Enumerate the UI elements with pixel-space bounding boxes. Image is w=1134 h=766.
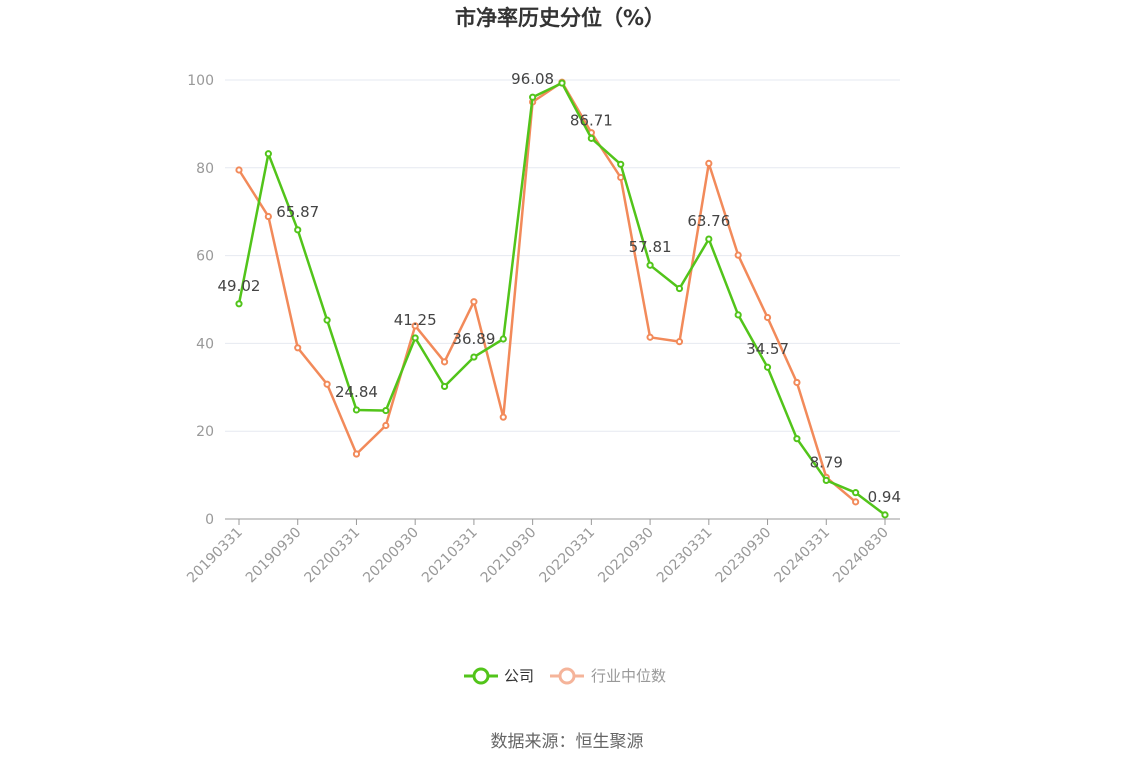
y-tick-label: 0 bbox=[205, 512, 214, 528]
legend-industry-label: 行业中位数 bbox=[591, 667, 666, 685]
data-source: 数据来源：恒生聚源 bbox=[491, 732, 644, 752]
y-tick-label: 40 bbox=[196, 336, 214, 352]
series-line-1 bbox=[237, 80, 857, 503]
data-label: 57.81 bbox=[629, 238, 672, 256]
x-tick-label: 20230930 bbox=[713, 525, 775, 587]
legend-item-company[interactable]: 公司 bbox=[464, 667, 534, 685]
data-point[interactable] bbox=[382, 421, 390, 430]
data-point[interactable] bbox=[881, 511, 889, 519]
data-point[interactable] bbox=[734, 251, 742, 259]
data-label: 96.08 bbox=[511, 70, 554, 88]
x-tick-label: 20200331 bbox=[302, 525, 364, 587]
x-tick-label: 20240331 bbox=[771, 525, 833, 587]
data-point[interactable] bbox=[294, 226, 302, 234]
chart-title: 市净率历史分位（%） bbox=[455, 6, 665, 30]
data-point[interactable] bbox=[852, 489, 860, 497]
data-point[interactable] bbox=[470, 298, 478, 306]
data-label: 34.57 bbox=[746, 340, 789, 358]
data-label: 41.25 bbox=[394, 311, 437, 329]
y-tick-label: 20 bbox=[196, 424, 214, 440]
data-point[interactable] bbox=[617, 160, 625, 168]
data-point[interactable] bbox=[558, 79, 566, 87]
x-tick-label: 20220331 bbox=[536, 525, 598, 587]
data-point[interactable] bbox=[734, 311, 742, 319]
data-point[interactable] bbox=[499, 335, 507, 343]
x-tick-label: 20220930 bbox=[595, 525, 657, 587]
x-axis: 2019033120190930202003312020093020210331… bbox=[184, 518, 900, 587]
data-label: 49.02 bbox=[218, 277, 261, 295]
x-tick-label: 20190331 bbox=[184, 525, 246, 587]
data-point[interactable] bbox=[822, 476, 830, 485]
data-point[interactable] bbox=[264, 212, 272, 221]
data-point[interactable] bbox=[440, 382, 449, 391]
data-labels: 49.02 65.87 24.84 41.25 36.89 96.08 86.71 57.81… bbox=[218, 70, 901, 506]
data-point[interactable] bbox=[411, 322, 419, 330]
data-point[interactable] bbox=[470, 353, 478, 361]
data-point[interactable] bbox=[852, 498, 860, 506]
data-label: 36.89 bbox=[452, 330, 495, 348]
data-point[interactable] bbox=[382, 406, 390, 415]
series-line-0 bbox=[237, 81, 886, 516]
data-label: 24.84 bbox=[335, 383, 378, 401]
data-point[interactable] bbox=[646, 333, 654, 341]
data-point[interactable] bbox=[294, 344, 302, 352]
x-tick-label: 20190930 bbox=[243, 525, 305, 587]
y-tick-label: 80 bbox=[196, 161, 214, 177]
data-point[interactable] bbox=[705, 235, 713, 243]
data-point[interactable] bbox=[352, 406, 361, 414]
data-point[interactable] bbox=[235, 166, 243, 174]
data-point[interactable] bbox=[763, 363, 772, 371]
data-label: 8.79 bbox=[810, 453, 843, 471]
x-tick-label: 20210930 bbox=[478, 525, 540, 587]
data-label: 63.76 bbox=[687, 212, 730, 230]
x-tick-label: 20200930 bbox=[360, 525, 422, 587]
legend-company-label: 公司 bbox=[504, 667, 534, 685]
legend-item-industry-median[interactable]: 行业中位数 bbox=[550, 667, 666, 685]
data-point[interactable] bbox=[323, 380, 331, 388]
y-tick-label: 60 bbox=[196, 249, 214, 265]
series-layer bbox=[235, 78, 889, 519]
data-point[interactable] bbox=[264, 150, 272, 158]
x-tick-label: 20210331 bbox=[419, 525, 481, 587]
data-point[interactable] bbox=[705, 159, 713, 168]
data-point[interactable] bbox=[411, 334, 419, 342]
y-axis: 0 20 40 60 80 100 bbox=[187, 73, 214, 528]
data-point[interactable] bbox=[675, 338, 684, 346]
data-point[interactable] bbox=[675, 284, 684, 293]
data-point[interactable] bbox=[793, 435, 801, 443]
data-point[interactable] bbox=[646, 261, 654, 269]
data-point[interactable] bbox=[352, 450, 361, 458]
data-point[interactable] bbox=[587, 134, 595, 142]
data-label: 65.87 bbox=[276, 203, 319, 221]
data-label: 0.94 bbox=[868, 488, 901, 506]
grid bbox=[225, 79, 900, 432]
data-point[interactable] bbox=[617, 173, 625, 182]
data-point[interactable] bbox=[323, 316, 331, 324]
data-point[interactable] bbox=[793, 378, 801, 387]
x-tick-label: 20240830 bbox=[830, 525, 892, 587]
data-point[interactable] bbox=[440, 358, 449, 366]
data-point[interactable] bbox=[529, 93, 537, 101]
data-point[interactable] bbox=[235, 300, 243, 308]
data-point[interactable] bbox=[499, 413, 507, 421]
data-point[interactable] bbox=[763, 313, 772, 322]
data-label: 86.71 bbox=[570, 111, 613, 129]
x-tick-label: 20230331 bbox=[654, 525, 716, 587]
legend[interactable]: 公司 行业中位数 bbox=[464, 667, 666, 685]
legend-company-marker bbox=[472, 667, 490, 685]
legend-industry-marker bbox=[558, 667, 576, 685]
y-tick-label: 100 bbox=[187, 73, 214, 89]
